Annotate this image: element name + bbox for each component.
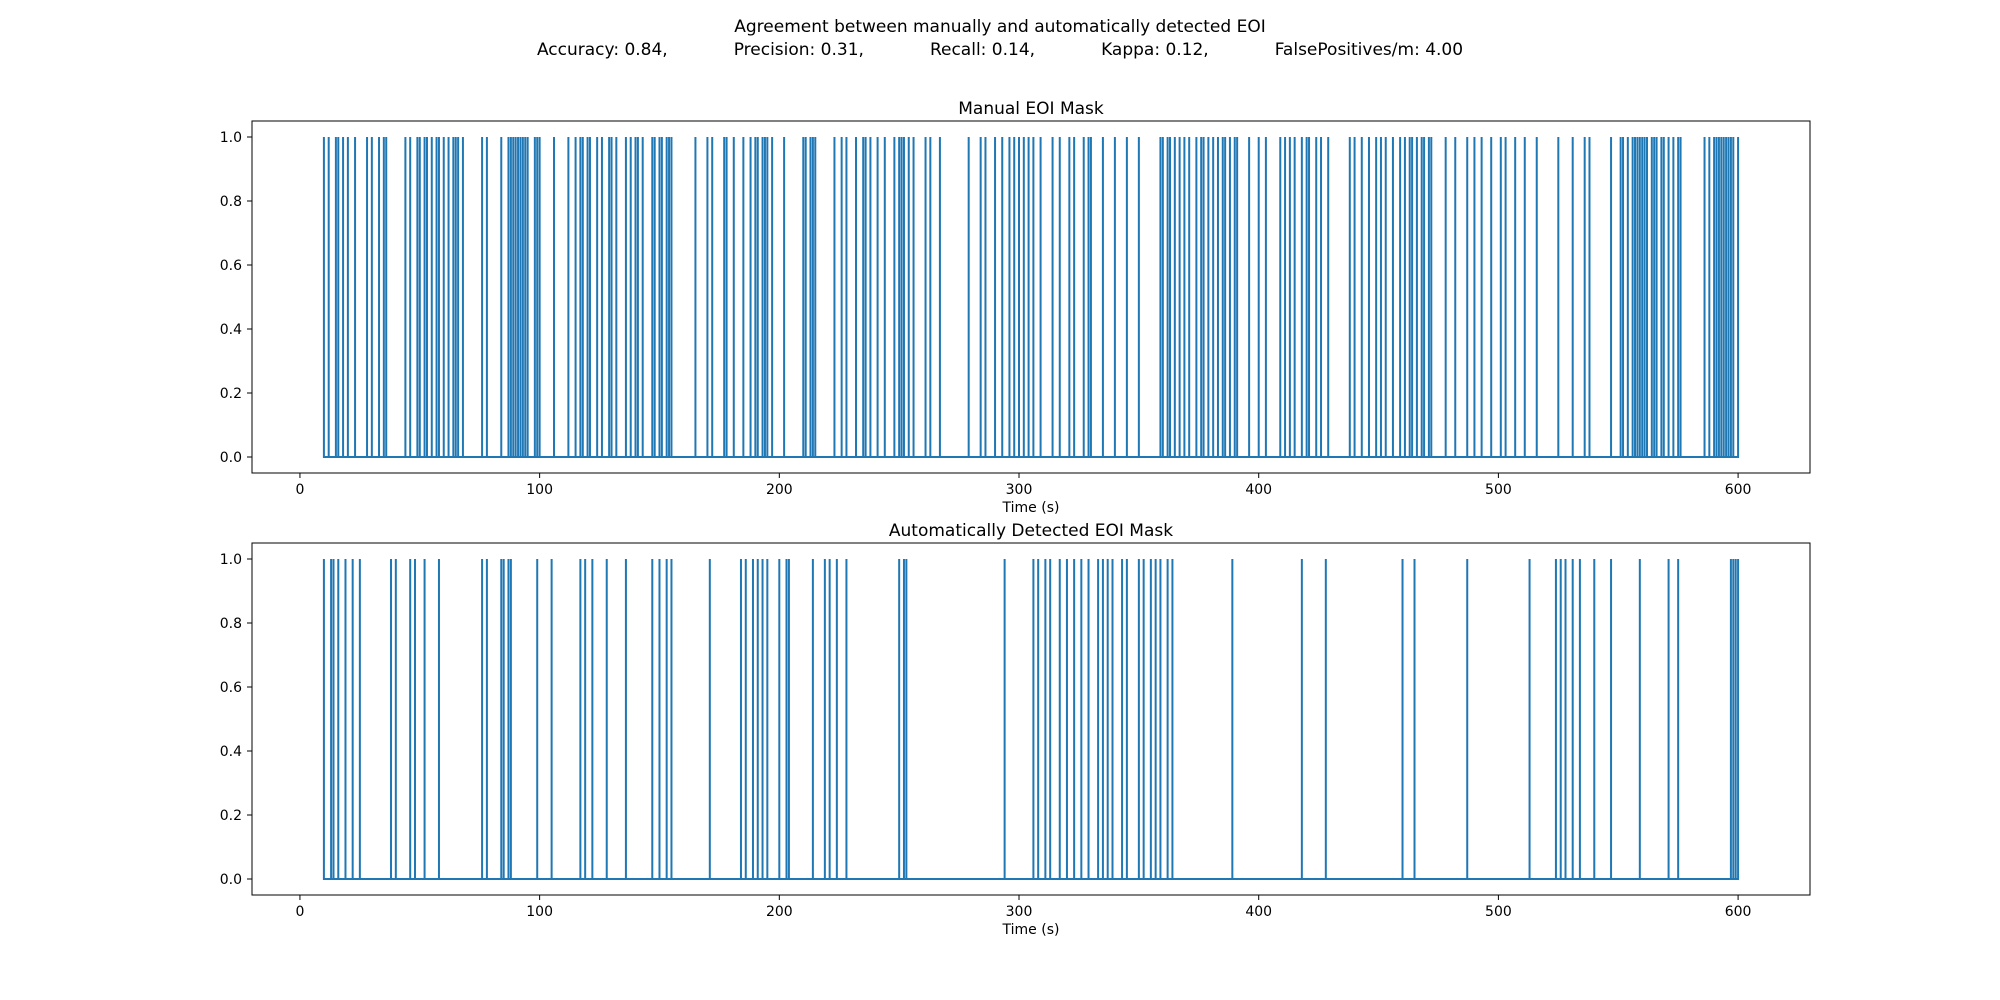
x-axis-label: Time (s) — [1002, 500, 1060, 516]
x-tick-label: 100 — [526, 482, 553, 498]
x-tick-label: 300 — [1006, 482, 1033, 498]
chart-header: Agreement between manually and automatic… — [0, 16, 2000, 62]
x-tick-label: 500 — [1485, 904, 1512, 920]
x-tick-label: 500 — [1485, 482, 1512, 498]
y-tick-label: 1.0 — [220, 130, 242, 146]
x-axis-label: Time (s) — [1002, 922, 1060, 938]
y-tick-label: 0.2 — [220, 386, 242, 402]
chart-panel-2: Automatically Detected EOI Mask 0 100 200 30… — [220, 521, 1811, 938]
chart-panel-1: Manual EOI Mask 0 100 200 300 400 500 600 0.0 0.2… — [220, 99, 1811, 516]
x-tick-label: 100 — [526, 904, 553, 920]
metric-precision: Precision: 0.31, — [733, 40, 864, 60]
x-tick-label: 200 — [766, 482, 793, 498]
y-tick-label: 0.8 — [220, 194, 242, 210]
chart-title: Automatically Detected EOI Mask — [889, 521, 1173, 541]
y-tick-label: 0.6 — [220, 680, 242, 696]
y-tick-label: 0.0 — [220, 450, 242, 466]
y-tick-label: 0.0 — [220, 872, 242, 888]
series-line — [322, 137, 1740, 458]
x-tick-label: 200 — [766, 904, 793, 920]
metric-false-positives: FalsePositives/m: 4.00 — [1274, 40, 1464, 60]
y-tick-label: 0.4 — [220, 322, 242, 338]
suptitle: Agreement between manually and automatic… — [734, 17, 1266, 37]
x-tick-label: 600 — [1725, 904, 1752, 920]
x-tick-label: 400 — [1245, 904, 1272, 920]
x-tick-label: 600 — [1725, 482, 1752, 498]
axes-frame — [251, 542, 1811, 896]
x-tick-label: 0 — [295, 482, 304, 498]
x-tick-label: 400 — [1245, 482, 1272, 498]
y-tick-label: 0.6 — [220, 258, 242, 274]
metric-kappa: Kappa: 0.12, — [1101, 40, 1209, 60]
metric-accuracy: Accuracy: 0.84, — [536, 40, 668, 60]
x-tick-label: 300 — [1006, 904, 1033, 920]
y-tick-label: 0.4 — [220, 744, 242, 760]
x-tick-label: 0 — [295, 904, 304, 920]
chart-title: Manual EOI Mask — [958, 99, 1104, 119]
y-tick-label: 0.2 — [220, 808, 242, 824]
series-line — [322, 559, 1740, 880]
metrics-line: Accuracy: 0.84, Precision: 0.31, Recall: 0… — [0, 39, 2000, 62]
metric-recall: Recall: 0.14, — [929, 40, 1036, 60]
y-tick-label: 0.8 — [220, 616, 242, 632]
axes-frame — [251, 120, 1811, 474]
y-tick-label: 1.0 — [220, 552, 242, 568]
